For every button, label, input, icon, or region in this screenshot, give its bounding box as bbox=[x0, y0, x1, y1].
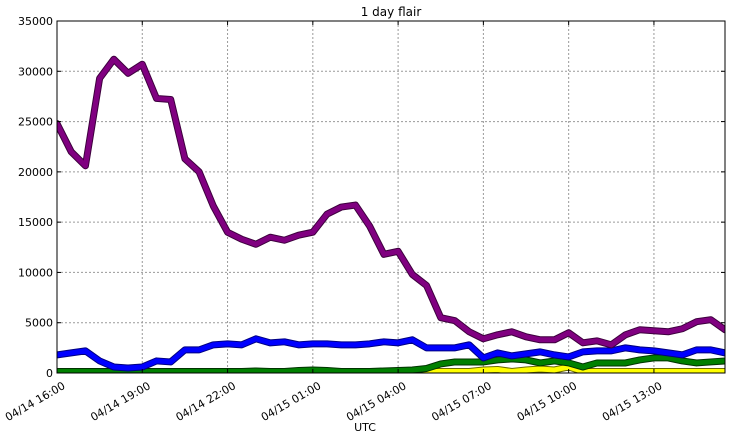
x-tick-label: 04/14 19:00 bbox=[88, 379, 152, 424]
y-tick-label: 10000 bbox=[18, 266, 53, 279]
x-tick-label: 04/15 10:00 bbox=[515, 379, 579, 424]
series-line bbox=[57, 336, 725, 371]
x-tick-label: 04/15 13:00 bbox=[600, 379, 664, 424]
y-tick-label: 0 bbox=[46, 367, 53, 380]
y-tick-label: 5000 bbox=[25, 317, 53, 330]
grid-lines bbox=[56, 20, 725, 374]
series-line-outline bbox=[57, 55, 725, 349]
y-tick-label: 35000 bbox=[18, 15, 53, 28]
y-tick-label: 30000 bbox=[18, 65, 53, 78]
chart-title: 1 day flair bbox=[361, 5, 422, 19]
x-tick-label: 04/15 07:00 bbox=[429, 379, 493, 424]
y-tick-label: 25000 bbox=[18, 116, 53, 129]
series-line bbox=[57, 355, 725, 373]
plot-frame bbox=[56, 20, 726, 374]
x-tick-label: 04/14 22:00 bbox=[174, 379, 238, 424]
y-axis: 0 5000 10000 15000 20000 25000 30000 35000 bbox=[18, 15, 725, 380]
y-tick-label: 20000 bbox=[18, 166, 53, 179]
series-line bbox=[57, 56, 725, 348]
x-tick-label: 04/14 16:00 bbox=[3, 379, 67, 424]
series-lines bbox=[57, 55, 725, 373]
y-tick-label: 15000 bbox=[18, 216, 53, 229]
x-tick-label: 04/15 04:00 bbox=[344, 379, 408, 424]
x-axis-label: UTC bbox=[354, 421, 376, 434]
x-tick-label: 04/15 01:00 bbox=[259, 379, 323, 424]
